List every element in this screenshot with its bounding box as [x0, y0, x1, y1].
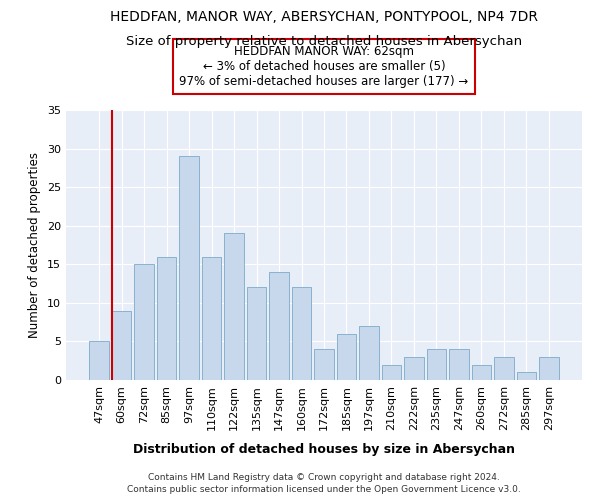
Bar — [359, 326, 379, 380]
Bar — [517, 372, 536, 380]
Bar — [472, 364, 491, 380]
Bar — [337, 334, 356, 380]
Bar — [382, 364, 401, 380]
Text: Distribution of detached houses by size in Abersychan: Distribution of detached houses by size … — [133, 442, 515, 456]
Text: Size of property relative to detached houses in Abersychan: Size of property relative to detached ho… — [126, 35, 522, 48]
Text: HEDDFAN MANOR WAY: 62sqm
← 3% of detached houses are smaller (5)
97% of semi-det: HEDDFAN MANOR WAY: 62sqm ← 3% of detache… — [179, 46, 469, 88]
Bar — [157, 256, 176, 380]
Text: Contains HM Land Registry data © Crown copyright and database right 2024.: Contains HM Land Registry data © Crown c… — [148, 472, 500, 482]
Bar — [449, 349, 469, 380]
Y-axis label: Number of detached properties: Number of detached properties — [28, 152, 41, 338]
Bar — [404, 357, 424, 380]
Bar — [179, 156, 199, 380]
Bar — [134, 264, 154, 380]
Bar — [112, 310, 131, 380]
Bar — [202, 256, 221, 380]
Text: Contains public sector information licensed under the Open Government Licence v3: Contains public sector information licen… — [127, 485, 521, 494]
Bar — [539, 357, 559, 380]
Bar — [247, 288, 266, 380]
Bar — [494, 357, 514, 380]
Bar — [292, 288, 311, 380]
Bar — [224, 234, 244, 380]
Bar — [314, 349, 334, 380]
Bar — [89, 342, 109, 380]
Bar — [427, 349, 446, 380]
Bar — [269, 272, 289, 380]
Text: HEDDFAN, MANOR WAY, ABERSYCHAN, PONTYPOOL, NP4 7DR: HEDDFAN, MANOR WAY, ABERSYCHAN, PONTYPOO… — [110, 10, 538, 24]
